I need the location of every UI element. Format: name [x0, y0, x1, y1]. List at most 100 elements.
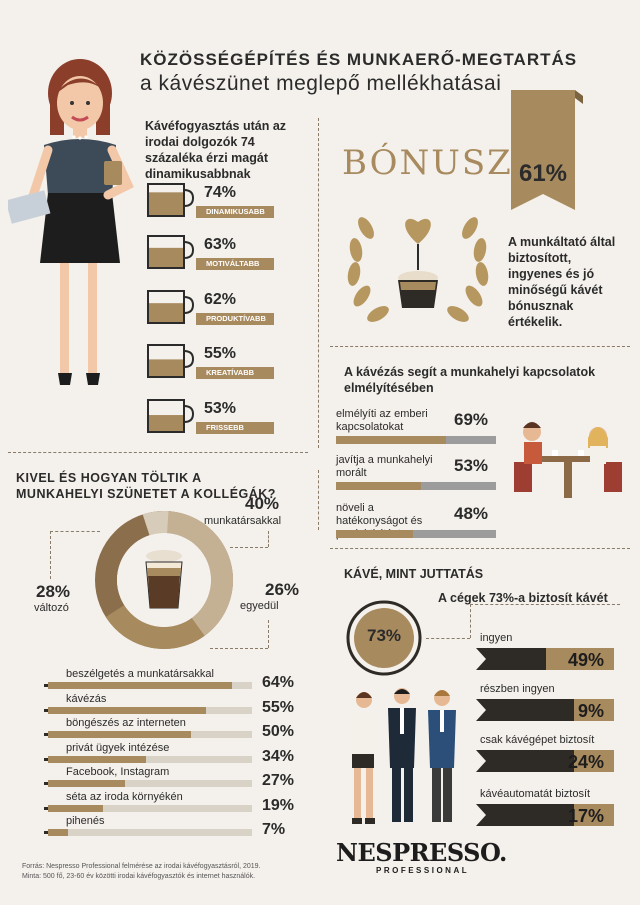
donut-value-2: 26%	[264, 580, 300, 599]
bonus-word: BÓNUSZ	[342, 143, 513, 183]
relation-bar	[336, 436, 496, 444]
coffee-cup-icon	[147, 183, 194, 217]
activity-bar-fill	[48, 804, 103, 812]
donut-value-1: 40%	[244, 494, 280, 513]
activity-value: 55%	[262, 698, 295, 716]
break-donut-chart	[95, 511, 233, 649]
activity-label: Facebook, Instagram	[66, 766, 170, 778]
activity-bar	[48, 706, 252, 714]
relation-bar-fill	[336, 482, 421, 490]
cup-value: 53%	[204, 400, 237, 417]
activity-bar-dot	[44, 708, 48, 712]
activity-bar-fill	[48, 755, 146, 763]
couple-cafe-illustration	[514, 422, 622, 498]
activity-value: 34%	[262, 747, 295, 765]
coffee-cup-icon	[147, 399, 194, 433]
relation-bar-fill	[336, 530, 413, 538]
activity-label: pihenés	[66, 815, 105, 827]
benefit-circle-chart	[346, 600, 422, 676]
nespresso-logo: NESPRESSO.	[336, 838, 507, 867]
dynamic-heading: Kávéfogyasztás után az irodai dolgozók 7…	[145, 119, 287, 181]
bonus-text: A munkáltató által biztosított, ingyenes…	[508, 235, 616, 329]
activity-value: 19%	[262, 796, 295, 814]
donut-label-1: munkatársakkal	[204, 515, 282, 527]
donut-value-3: 28%	[36, 582, 71, 601]
relation-bar	[336, 530, 496, 538]
cup-value: 62%	[204, 291, 237, 308]
activity-label: privát ügyek intézése	[66, 741, 170, 754]
cup-label-tag: KREATÍVABB	[196, 367, 274, 379]
activity-label: séta az iroda környékén	[66, 790, 183, 803]
benefit-value: 49%	[567, 650, 604, 670]
cup-value: 55%	[204, 345, 237, 362]
source-note-2: Minta: 500 fő, 23-60 év közötti irodai k…	[22, 873, 256, 880]
activity-bar-dot	[44, 757, 48, 761]
cup-label-tag: PRODUKTÍVABB	[196, 313, 274, 325]
activity-bar-dot	[44, 684, 48, 687]
benefit-bar	[476, 648, 614, 670]
relation-label: javítja a munkahelyi morált	[336, 454, 433, 479]
source-note-1: Forrás: Nespresso Professional felmérése…	[22, 863, 261, 870]
activity-bar-fill	[48, 731, 191, 738]
cup-value: 63%	[204, 236, 237, 253]
activity-bar-dot	[44, 733, 48, 736]
benefit-label: csak kávégépet biztosít	[480, 734, 595, 746]
page-subtitle: a kávészünet meglepő mellékhatásai	[140, 72, 502, 95]
cup-label-tag: MOTIVÁLTABB	[196, 258, 274, 270]
activity-value: 64%	[262, 674, 295, 691]
activity-bar	[48, 682, 252, 689]
activity-bar-fill	[48, 780, 125, 787]
benefit-bar-fill	[574, 804, 614, 826]
benefit-bar	[476, 750, 614, 772]
activity-bar-fill	[48, 706, 206, 714]
activity-bar	[48, 829, 252, 836]
activity-bar-dot	[44, 806, 48, 810]
relations-heading: A kávézás segít a munkahelyi kapcsolatok…	[344, 365, 596, 395]
benefit-bar	[476, 804, 614, 826]
bonus-ribbon	[511, 90, 583, 210]
activity-value: 50%	[262, 723, 295, 740]
activity-bar-dot	[44, 782, 48, 785]
donut-segment	[163, 511, 233, 636]
benefit-bar	[476, 699, 614, 721]
benefit-bar-fill	[574, 699, 614, 721]
woman-illustration	[8, 59, 134, 385]
coffee-cup-icon	[147, 235, 194, 269]
activity-label: beszélgetés a munkatársakkal	[66, 668, 214, 680]
relation-bar	[336, 482, 496, 490]
business-people-illustration	[350, 688, 456, 824]
benefit-label: kávéautomatát biztosít	[480, 788, 591, 800]
relation-value: 53%	[454, 456, 489, 475]
laurel-cup-icon	[347, 217, 489, 322]
benefit-circle-value: 73%	[366, 626, 402, 645]
donut-label-3: változó	[34, 602, 69, 614]
break-heading: KIVEL ÉS HOGYAN TÖLTIK A MUNKAHELYI SZÜN…	[16, 471, 276, 501]
activity-label: kávézás	[66, 692, 107, 705]
benefit-subheading: A cégek 73%-a biztosít kávét	[438, 591, 608, 605]
activity-bar-dot	[44, 831, 48, 834]
activity-bar-fill	[48, 682, 232, 689]
coffee-cup-icon	[147, 290, 194, 324]
activity-value: 27%	[262, 772, 295, 789]
benefit-label: ingyen	[480, 632, 513, 644]
relation-label: elmélyíti az emberi kapcsolatokat	[336, 408, 428, 433]
benefit-value: 24%	[567, 752, 604, 772]
coffee-cup-icon	[147, 344, 194, 378]
benefit-heading: KÁVÉ, MINT JUTTATÁS	[344, 567, 484, 581]
bonus-ribbon-value: 61%	[518, 160, 568, 187]
donut-label-2: egyedül	[240, 600, 279, 612]
page-title: KÖZÖSSÉGÉPÍTÉS ÉS MUNKAERŐ-MEGTARTÁS	[140, 50, 578, 69]
activity-bar-fill	[48, 829, 68, 836]
relation-bar-fill	[336, 436, 446, 444]
relation-value: 48%	[454, 504, 489, 523]
benefit-value: 9%	[577, 701, 604, 721]
activity-label: böngészés az interneten	[66, 717, 186, 729]
nespresso-logo-sub: PROFESSIONAL	[376, 866, 470, 875]
relation-value: 69%	[454, 410, 489, 429]
cup-label-tag: DINAMIKUSABB	[196, 206, 274, 218]
activity-bar	[48, 804, 252, 812]
benefit-bar-fill	[574, 750, 614, 772]
activity-value: 7%	[262, 821, 286, 838]
activity-bar	[48, 731, 252, 738]
cup-value: 74%	[204, 184, 237, 201]
